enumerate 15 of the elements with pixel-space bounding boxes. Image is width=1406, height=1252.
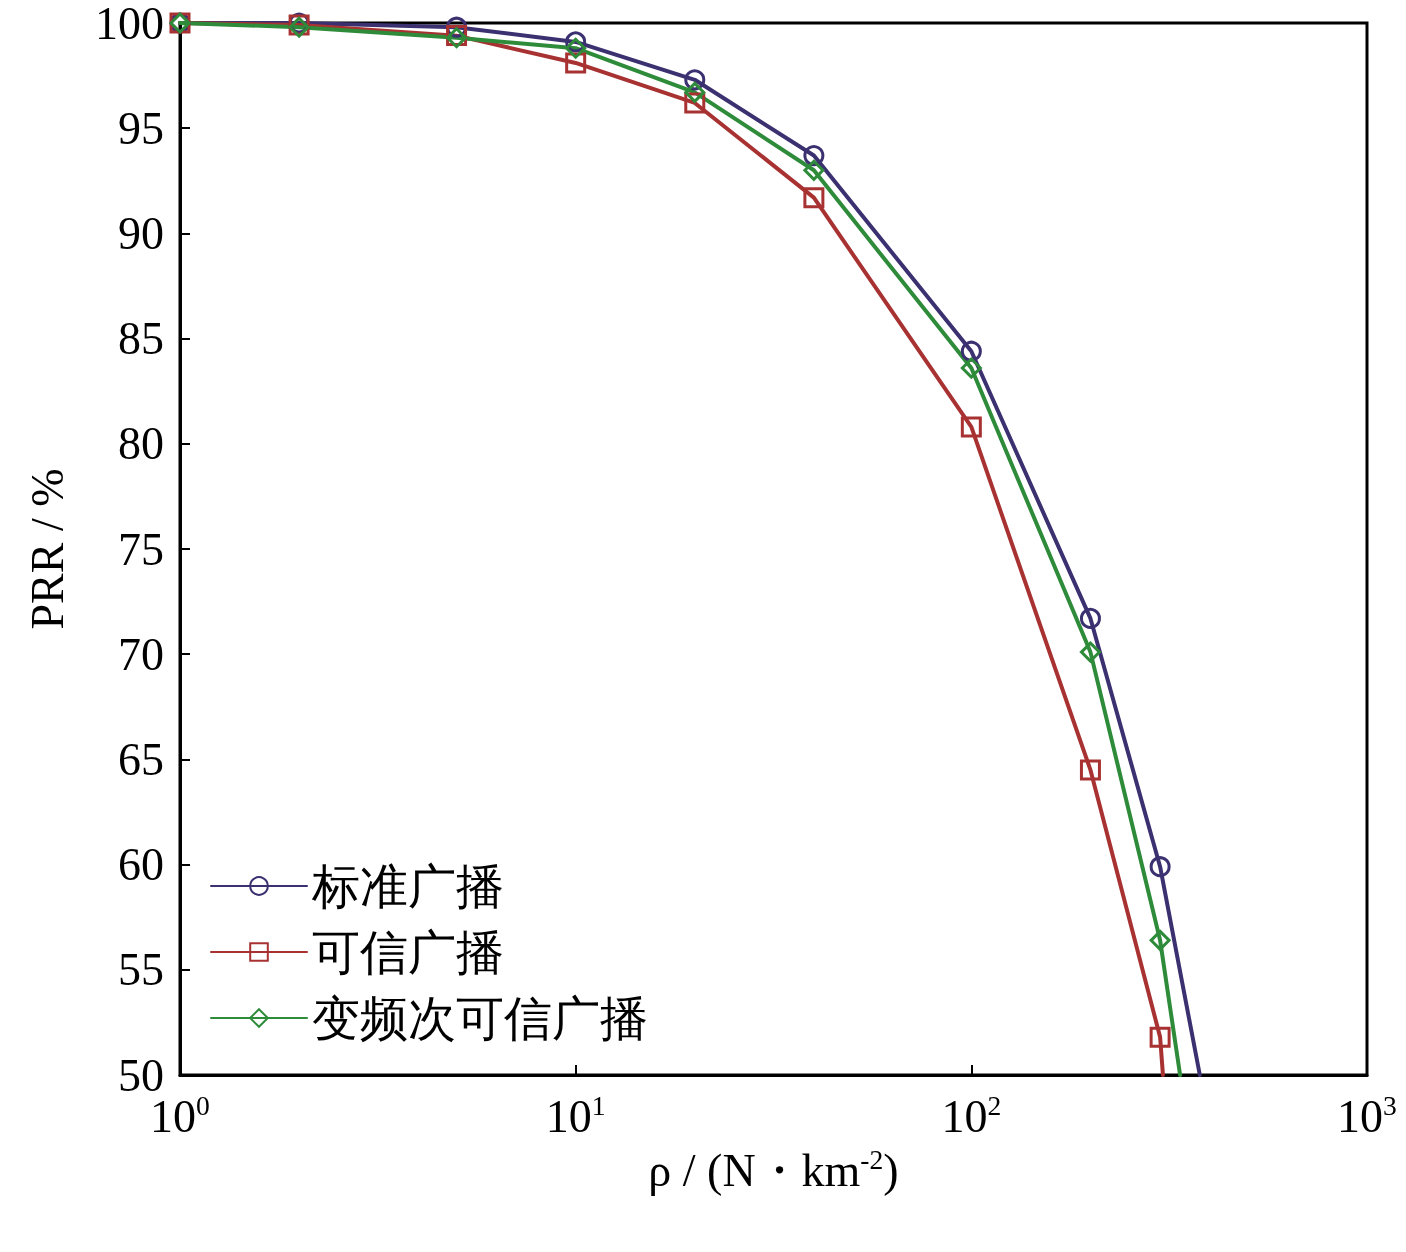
y-tick-label: 100	[95, 0, 164, 49]
y-tick-label: 75	[118, 523, 164, 575]
y-tick-label: 85	[118, 313, 164, 365]
y-tick-label: 70	[118, 628, 164, 680]
y-tick-label: 65	[118, 733, 164, 785]
y-tick-label: 90	[118, 207, 164, 259]
y-tick-label: 95	[118, 102, 164, 154]
y-tick-label: 55	[118, 944, 164, 996]
y-tick-label: 80	[118, 418, 164, 470]
y-axis-title: PRR / %	[21, 468, 73, 630]
legend-label: 可信广播	[312, 925, 504, 979]
y-tick-label: 60	[118, 839, 164, 891]
legend-label: 标准广播	[311, 859, 504, 913]
legend-label: 变频次可信广播	[312, 991, 648, 1045]
y-tick-label: 50	[118, 1049, 164, 1101]
